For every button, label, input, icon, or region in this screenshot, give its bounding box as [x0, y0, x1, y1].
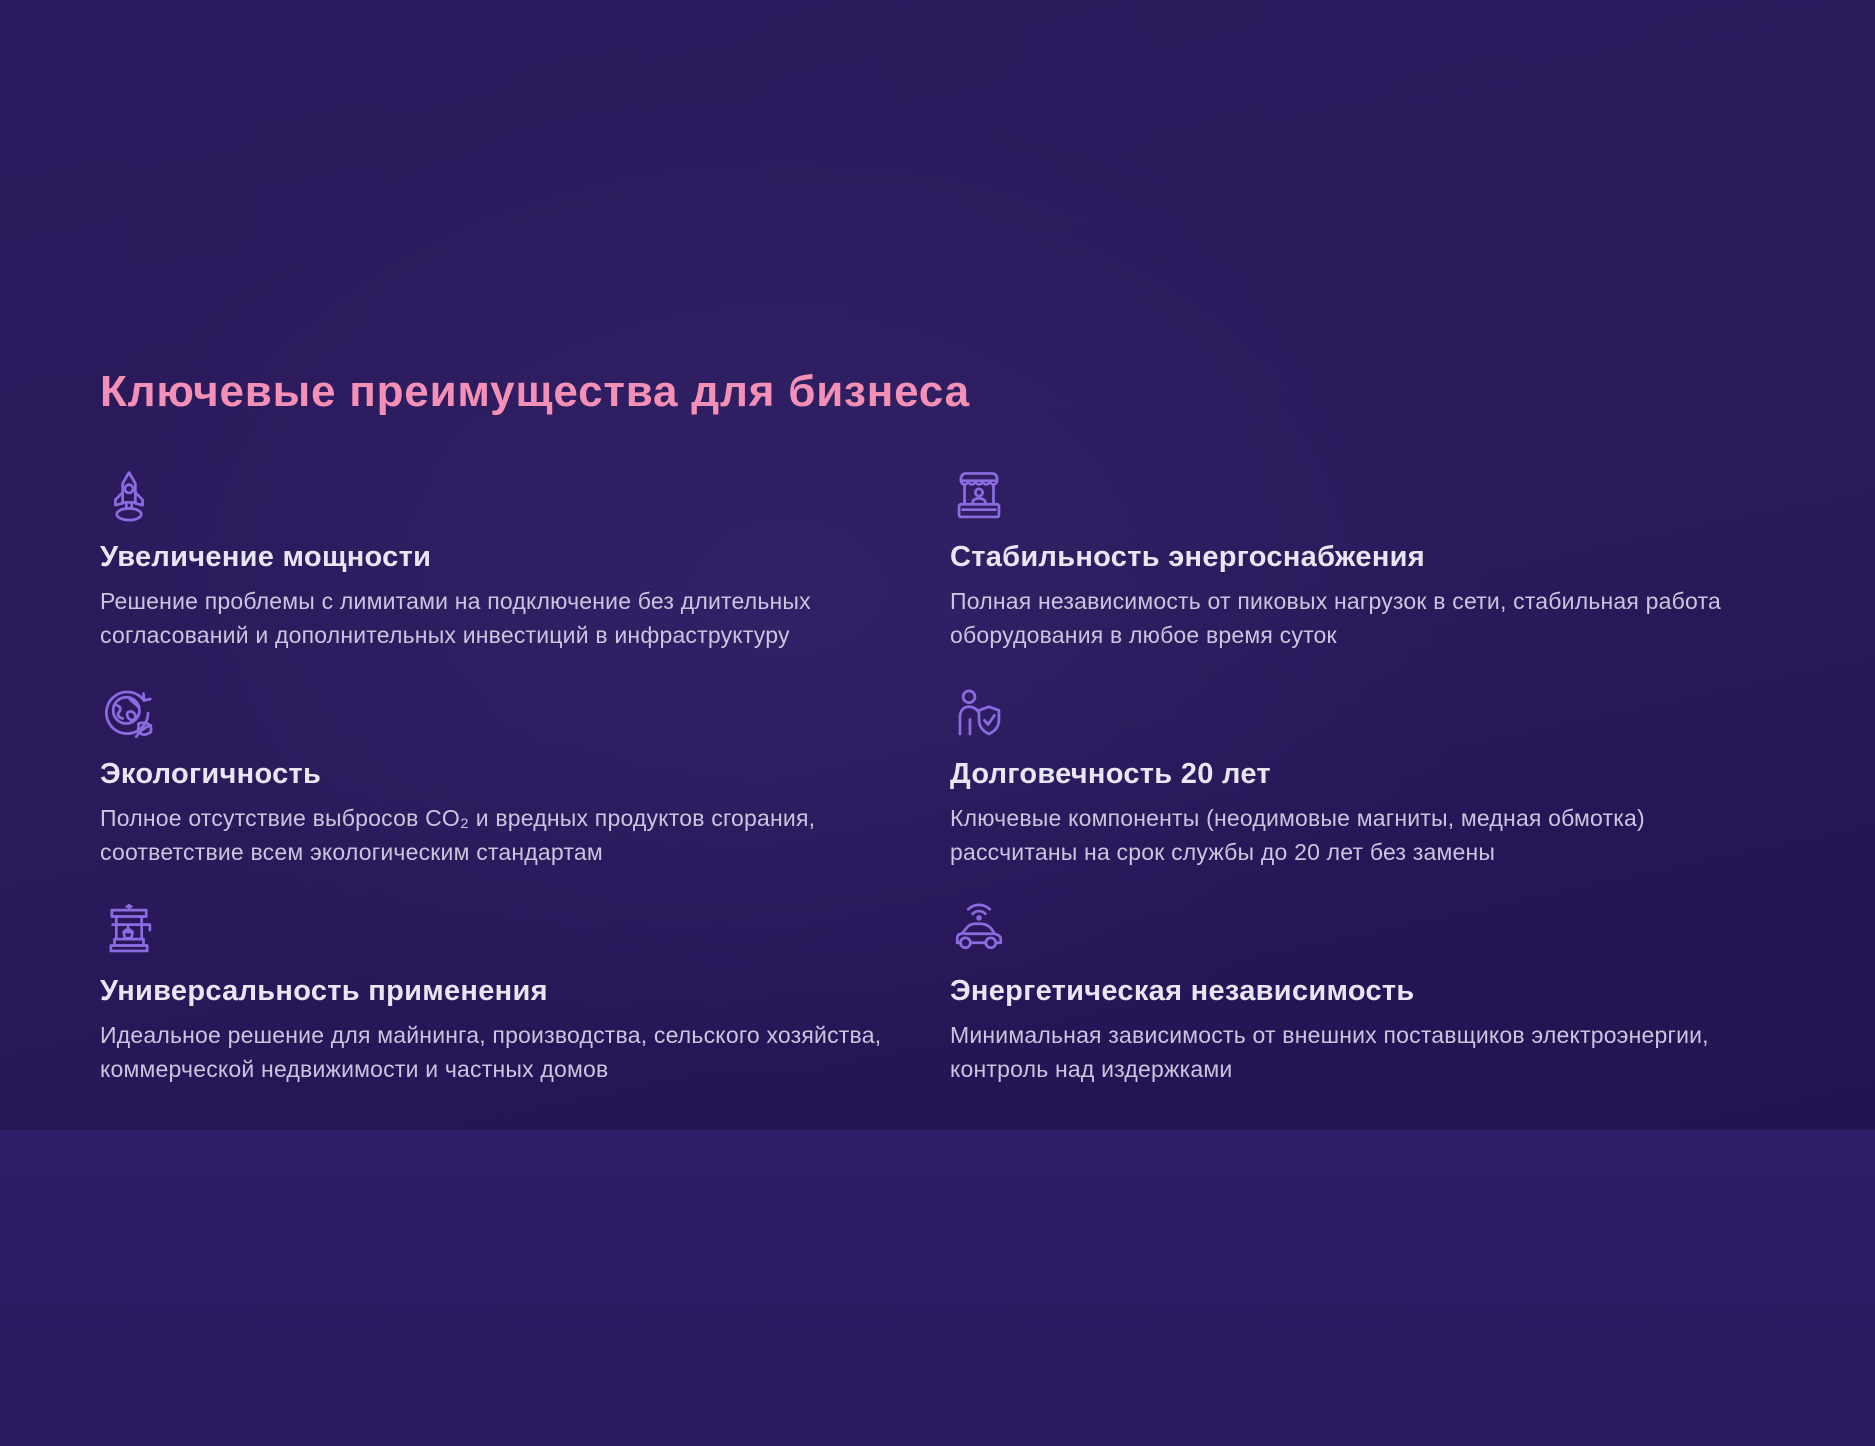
rocket-icon: [100, 468, 158, 526]
advantages-content: Ключевые преимущества для бизнеса Увелич…: [100, 368, 1780, 1086]
feature-power-increase: Увеличение мощности Решение проблемы с л…: [100, 468, 890, 652]
connected-car-icon: [950, 902, 1008, 960]
feature-power-stability: Стабильность энергоснабжения Полная неза…: [950, 468, 1740, 652]
feature-description: Ключевые компоненты (неодимовые магниты,…: [950, 805, 1645, 865]
feature-title: Долговечность 20 лет: [950, 758, 1271, 790]
advantages-section: [0, 0, 1875, 1130]
feature-title: Универсальность применения: [100, 975, 548, 1007]
feature-title: Увеличение мощности: [100, 541, 432, 573]
next-section-background: [0, 1130, 1875, 1446]
feature-title: Стабильность энергоснабжения: [950, 541, 1426, 573]
feature-ecology: Экологичность Полное отсутствие выбросов…: [100, 685, 890, 869]
features-grid: Увеличение мощности Решение проблемы с л…: [100, 468, 1780, 1086]
feature-energy-independence: Энергетическая независимость Минимальная…: [950, 902, 1740, 1086]
person-shield-check-icon: [950, 685, 1008, 743]
feature-description: Минимальная зависимость от внешних поста…: [950, 1022, 1709, 1082]
feature-description: Полное отсутствие выбросов CO₂ и вредных…: [100, 805, 816, 865]
eco-globe-icon: [100, 685, 158, 743]
page-title: Ключевые преимущества для бизнеса: [100, 367, 970, 416]
feature-title: Энергетическая независимость: [950, 975, 1415, 1007]
feature-description: Идеальное решение для майнинга, производ…: [100, 1022, 882, 1082]
feature-description: Решение проблемы с лимитами на подключен…: [100, 588, 811, 648]
feature-durability: Долговечность 20 лет Ключевые компоненты…: [950, 685, 1740, 869]
feature-title: Экологичность: [100, 758, 322, 790]
feature-description: Полная независимость от пиковых нагрузок…: [950, 588, 1721, 648]
feature-universality: Универсальность применения Идеальное реш…: [100, 902, 890, 1086]
kiosk-icon: [950, 468, 1008, 526]
well-icon: [100, 902, 158, 960]
